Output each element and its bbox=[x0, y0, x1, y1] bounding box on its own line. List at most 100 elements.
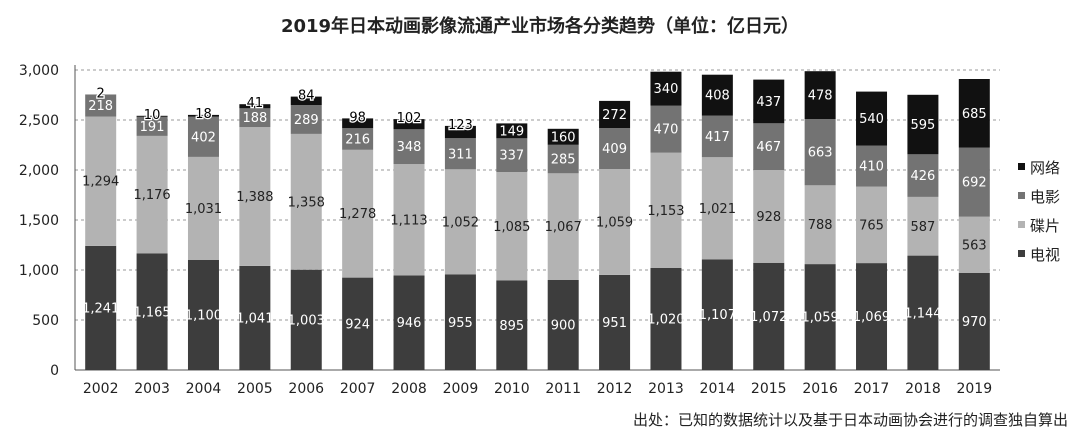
x-tick-label: 2009 bbox=[443, 381, 479, 397]
bar-segment bbox=[856, 91, 888, 146]
data-label: 410 bbox=[859, 160, 884, 175]
bar-segment bbox=[804, 185, 836, 265]
legend-label: 碟片 bbox=[1030, 217, 1060, 235]
bar-segment bbox=[136, 115, 168, 117]
legend-swatch bbox=[1018, 250, 1025, 257]
x-tick-label: 2018 bbox=[905, 381, 941, 397]
data-label: 1,067 bbox=[545, 220, 582, 235]
bar-segment bbox=[753, 170, 785, 263]
bar-segment bbox=[958, 216, 990, 273]
x-tick-label: 2004 bbox=[186, 381, 222, 397]
bar-segment bbox=[547, 173, 579, 280]
bar-segment bbox=[393, 164, 425, 276]
bar-segment bbox=[599, 274, 631, 370]
bar-segment bbox=[393, 275, 425, 370]
bar-segment bbox=[804, 264, 836, 370]
data-label: 563 bbox=[962, 238, 987, 253]
data-label: 408 bbox=[705, 89, 730, 104]
bar-segment bbox=[701, 259, 733, 370]
data-label: 924 bbox=[345, 317, 370, 332]
data-label: 417 bbox=[705, 130, 730, 145]
data-label: 10 bbox=[144, 108, 161, 123]
data-label: 1,031 bbox=[185, 202, 222, 217]
bar-segment bbox=[444, 138, 476, 170]
x-tick-label: 2019 bbox=[956, 381, 992, 397]
data-label: 1,003 bbox=[288, 313, 325, 328]
chart-title: 2019年日本动画影像流通产业市场各分类趋势（单位：亿日元） bbox=[280, 16, 800, 37]
bar-segment bbox=[547, 144, 579, 174]
x-tick-label: 2012 bbox=[597, 381, 633, 397]
data-label: 1,100 bbox=[185, 309, 222, 324]
data-label: 1,020 bbox=[647, 313, 684, 328]
data-label: 41 bbox=[247, 96, 264, 111]
data-label: 216 bbox=[345, 133, 370, 148]
bar-segment bbox=[290, 96, 322, 105]
bar-segment bbox=[599, 128, 631, 169]
bar-segment bbox=[85, 245, 117, 370]
x-tick-label: 2010 bbox=[494, 381, 530, 397]
bar-segment bbox=[444, 125, 476, 139]
data-label: 1,294 bbox=[82, 175, 119, 190]
data-label: 348 bbox=[397, 140, 422, 155]
data-label: 285 bbox=[551, 153, 576, 168]
bar-segment bbox=[136, 135, 168, 254]
bar-segment bbox=[650, 152, 682, 268]
data-label: 311 bbox=[448, 147, 473, 162]
legend-swatch bbox=[1018, 221, 1025, 228]
bar-segment bbox=[393, 129, 425, 165]
bar-segment bbox=[393, 119, 425, 130]
x-tick-label: 2015 bbox=[751, 381, 787, 397]
data-label: 191 bbox=[140, 120, 165, 135]
data-label: 1,241 bbox=[82, 301, 119, 316]
bar-segment bbox=[804, 71, 836, 119]
bar-segment bbox=[187, 260, 219, 370]
data-label: 970 bbox=[962, 315, 987, 330]
bar-segment bbox=[804, 119, 836, 186]
legend-label: 电影 bbox=[1030, 188, 1060, 206]
data-label: 685 bbox=[962, 107, 987, 122]
bar-segment bbox=[187, 156, 219, 260]
bar-segment bbox=[444, 169, 476, 275]
bar-segment bbox=[907, 196, 939, 256]
bar-segment bbox=[187, 116, 219, 157]
data-label: 1,059 bbox=[596, 215, 633, 230]
data-label: 402 bbox=[191, 130, 216, 145]
data-label: 1,113 bbox=[390, 213, 427, 228]
bar-segment bbox=[239, 108, 271, 128]
bar-segment bbox=[856, 145, 888, 187]
x-tick-label: 2011 bbox=[545, 381, 581, 397]
data-label: 470 bbox=[654, 123, 679, 138]
data-label: 84 bbox=[298, 89, 315, 104]
data-label: 900 bbox=[551, 319, 576, 334]
data-label: 692 bbox=[962, 176, 987, 191]
data-label: 437 bbox=[756, 95, 781, 110]
data-label: 895 bbox=[499, 319, 524, 334]
bar-segment bbox=[239, 265, 271, 370]
bar-segment bbox=[342, 149, 374, 278]
bar-segment bbox=[239, 104, 271, 109]
data-label: 426 bbox=[911, 169, 936, 184]
data-label: 955 bbox=[448, 316, 473, 331]
data-label: 218 bbox=[88, 99, 113, 114]
bar-segment bbox=[290, 133, 322, 270]
bar-segment bbox=[85, 94, 117, 117]
bar-segment bbox=[650, 268, 682, 370]
data-label: 188 bbox=[242, 111, 267, 126]
data-label: 1,059 bbox=[802, 311, 839, 326]
bar-segment bbox=[342, 128, 374, 150]
bar-segment bbox=[958, 273, 990, 370]
data-label: 160 bbox=[551, 130, 576, 145]
x-tick-label: 2003 bbox=[134, 381, 170, 397]
bar-segment bbox=[547, 128, 579, 145]
source-note: 出处：已知的数据统计以及基于日本动画协会进行的调查独自算出 bbox=[632, 411, 1068, 429]
bar-segment bbox=[239, 127, 271, 266]
data-label: 18 bbox=[195, 107, 212, 122]
data-label: 788 bbox=[808, 218, 833, 233]
bar-segment bbox=[958, 147, 990, 217]
x-tick-label: 2008 bbox=[391, 381, 427, 397]
data-label: 337 bbox=[499, 149, 524, 164]
data-label: 478 bbox=[808, 89, 833, 104]
bar-segment bbox=[496, 280, 528, 370]
data-label: 1,021 bbox=[699, 202, 736, 217]
data-label: 1,144 bbox=[904, 306, 941, 321]
